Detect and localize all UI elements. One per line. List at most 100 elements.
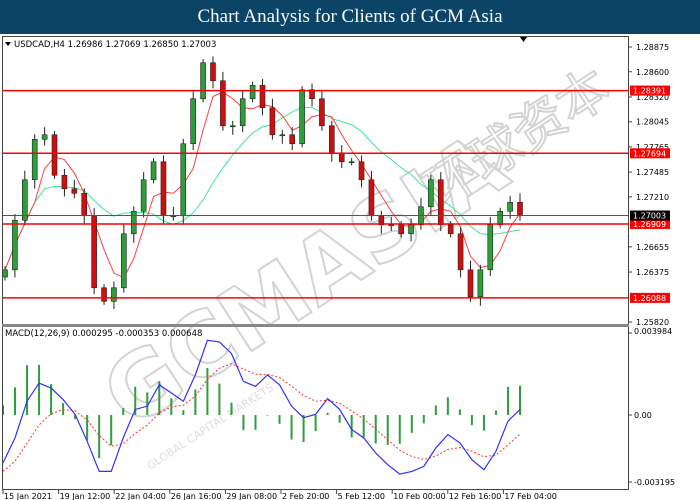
- candle-body: [428, 179, 434, 208]
- candle-body: [457, 233, 464, 271]
- macd-histogram-bar: [434, 405, 437, 415]
- candle-body: [329, 125, 335, 154]
- level-price-label: 1.26909: [633, 220, 666, 229]
- slow-moving-average-line: [4, 106, 521, 270]
- candle-body: [229, 125, 236, 128]
- candle-body: [41, 134, 48, 140]
- level-price-tag: [630, 85, 670, 96]
- macd-histogram-bar: [410, 415, 413, 433]
- macd-signal-line: [2, 363, 521, 472]
- macd-histogram-bar: [14, 387, 17, 415]
- macd-histogram-bar: [242, 415, 245, 431]
- macd-histogram-bar: [494, 410, 497, 415]
- time-tick-label: 12 Feb 16:00: [449, 492, 501, 500]
- candle-body: [220, 80, 226, 127]
- macd-histogram-bar: [326, 412, 329, 415]
- candle-body: [71, 188, 78, 194]
- candle-body: [408, 224, 414, 235]
- time-axis: 15 Jan 2021 19 Jan 12:00 22 Jan 04:00 26 Ja…: [2, 490, 557, 500]
- candle-body: [348, 161, 355, 164]
- candle-body: [200, 62, 206, 100]
- macd-histogram-bar: [290, 415, 293, 440]
- macd-histogram-bar: [266, 415, 269, 416]
- candle-body: [388, 224, 395, 227]
- candle-body: [111, 287, 117, 302]
- candle-body: [249, 84, 256, 100]
- chart-frame: [2, 36, 629, 490]
- page-title: Chart Analysis for Clients of GCM Asia: [0, 0, 700, 34]
- price-tick-label: 1.28320: [636, 93, 669, 102]
- candle-body: [517, 201, 523, 217]
- candle-body: [140, 179, 147, 212]
- time-tick-label: 29 Jan 08:00: [226, 492, 277, 500]
- time-tick-label: 19 Jan 12:00: [60, 492, 111, 500]
- price-tick-label: 1.28045: [636, 118, 669, 127]
- price-tick-label: 1.27210: [636, 193, 669, 202]
- price-tick-label: 1.26375: [636, 268, 669, 277]
- candle-body: [91, 215, 97, 289]
- candle-body: [447, 224, 454, 235]
- chart-shift-marker[interactable]: [520, 37, 527, 42]
- candle-body: [2, 269, 8, 278]
- time-tick-label: 22 Jan 04:00: [115, 492, 166, 500]
- price-tick-label: 1.28875: [636, 43, 669, 52]
- macd-histogram-bar: [110, 415, 113, 446]
- candle-body: [22, 179, 28, 221]
- candle-body: [497, 210, 503, 226]
- macd-histogram-bar: [458, 409, 461, 415]
- candle-body: [101, 287, 107, 302]
- time-tick-label: 2 Feb 20:00: [282, 492, 329, 500]
- price-tick-label: 1.25820: [636, 318, 669, 327]
- macd-histogram-bar: [278, 415, 281, 424]
- candle-body: [338, 152, 345, 163]
- candle-body: [507, 201, 513, 212]
- macd-histogram-bar: [350, 415, 353, 438]
- level-price-label: 1.27694: [633, 149, 666, 158]
- candle-body: [180, 143, 187, 217]
- macd-histogram-bar: [146, 392, 149, 415]
- macd-panel: [2, 339, 521, 475]
- macd-histogram-bar: [134, 386, 137, 415]
- macd-histogram-bar: [98, 415, 101, 459]
- level-price-tag: [630, 148, 670, 159]
- macd-histogram-bar: [218, 383, 221, 415]
- macd-tick-label: 0.00: [634, 411, 652, 420]
- price-tick-label: 1.26655: [636, 243, 669, 252]
- macd-histogram-bar: [314, 415, 317, 432]
- macd-tick-label: 0.003984: [634, 327, 672, 336]
- candle-body: [368, 179, 375, 217]
- macd-histogram-bar: [86, 415, 89, 441]
- macd-histogram-bar: [446, 397, 449, 415]
- candle-body: [358, 161, 365, 181]
- level-price-label: 1.26088: [633, 294, 666, 303]
- macd-main-line: [2, 339, 521, 475]
- macd-histogram-bar: [302, 415, 305, 443]
- symbol-menu-icon[interactable]: [5, 42, 11, 46]
- macd-histogram-bar: [422, 415, 425, 424]
- candle-body: [81, 192, 88, 217]
- macd-histogram-bar: [122, 408, 125, 415]
- level-price-tag: [630, 292, 670, 303]
- candle-body: [487, 224, 494, 271]
- candle-body: [477, 269, 484, 298]
- macd-histogram-bar: [194, 389, 197, 415]
- candle-body: [160, 161, 167, 217]
- candle-body: [437, 179, 444, 226]
- level-price-tag: [630, 218, 670, 229]
- macd-histogram-bar: [362, 415, 365, 438]
- time-tick-label: 26 Jan 16:00: [171, 492, 222, 500]
- macd-histogram-bar: [38, 364, 41, 415]
- candle-body: [299, 89, 305, 145]
- price-tick-label: 1.27485: [636, 168, 669, 177]
- panel-separator: [2, 324, 629, 327]
- candle-body: [150, 161, 157, 181]
- price-tick-label: 1.28600: [636, 68, 669, 77]
- macd-histogram-bar: [74, 415, 77, 420]
- candle-body: [210, 62, 216, 82]
- current-price-tag: [630, 210, 670, 221]
- time-tick-label: 10 Feb 00:00: [393, 492, 445, 500]
- candle-body: [51, 134, 58, 176]
- candle-body: [467, 269, 474, 298]
- watermark: GCMASIA GLOBAL CAPITAL MARKETS 环球资本: [84, 56, 622, 472]
- macd-histogram-bar: [230, 402, 233, 415]
